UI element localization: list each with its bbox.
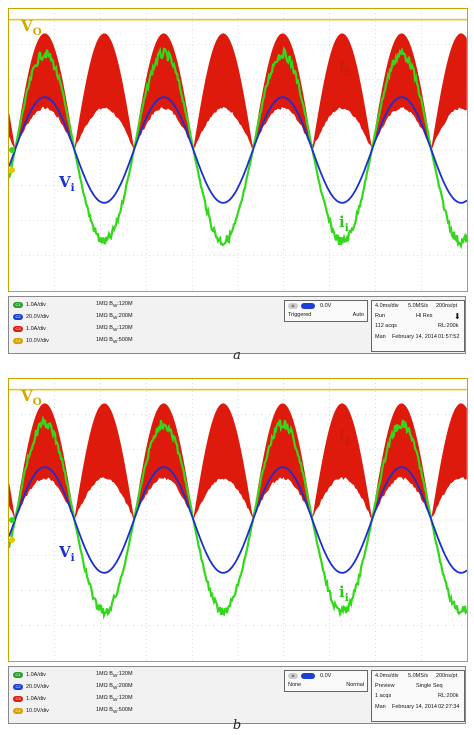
channel-badge: C1	[13, 301, 23, 308]
acq-mode: Hi Res	[416, 313, 433, 319]
label-vi-a: Vi	[59, 173, 75, 194]
time: 01:57:52	[438, 334, 460, 340]
trigger-mode: Normal	[346, 682, 364, 688]
acquisition-box-a[interactable]: 4.0ms/div 5.0MS/s 200ns/pt Run Hi Res ⬇ …	[371, 300, 465, 352]
channel-badge: C1	[13, 671, 23, 678]
timebase: 4.0ms/div	[375, 673, 399, 679]
time-per-point: 200ns/pt	[436, 303, 458, 309]
status-bar-a: C1 1.0A/div 1MΩ BW:120M C2 20.0V/div 1MΩ BW:2…	[8, 296, 466, 354]
sample-rate: 5.0MS/s	[408, 303, 429, 309]
trigger-level: 0.0V	[320, 673, 332, 679]
ground-marker-icon	[9, 517, 15, 523]
date: February 14, 2014	[392, 334, 437, 340]
channel-badge: C4	[13, 337, 23, 344]
label-vo-b: VO	[21, 387, 42, 408]
channel-scale: 10.0V/div	[26, 337, 49, 344]
trigger-channel-icon	[301, 303, 315, 309]
channel-impedance: 1MΩ BW:500M	[96, 707, 133, 715]
sample-rate: 5.0MS/s	[408, 673, 429, 679]
channel-row-c2[interactable]: C2 20.0V/div 1MΩ BW:200M	[13, 683, 156, 690]
time: 02:27:34	[438, 704, 460, 710]
scope-screen-a: VO iL Vi ii	[8, 8, 468, 292]
channel-badge: C4	[13, 707, 23, 714]
waveform-plot-b	[9, 379, 467, 661]
caption-a: a	[233, 348, 241, 363]
channel-scale: 10.0V/div	[26, 707, 49, 714]
acq-count: 1 acqs	[375, 693, 392, 699]
channel-row-c1[interactable]: C1 1.0A/div 1MΩ BW:120M	[13, 671, 156, 678]
trigger-source: Man	[375, 334, 386, 340]
label-ii-a: ii	[339, 213, 349, 234]
channel-scale: 20.0V/div	[26, 683, 49, 690]
trigger-state: Triggered	[288, 312, 312, 318]
ground-marker-icon	[9, 537, 15, 543]
caption-b: b	[232, 718, 242, 733]
channel-impedance: 1MΩ BW:500M	[96, 337, 133, 345]
record-length: RL:200k	[438, 323, 459, 329]
acq-mode: Single Seq	[416, 683, 443, 689]
waveform-plot-a	[9, 9, 467, 291]
channel-scale: 1.0A/div	[26, 325, 46, 332]
record-length: RL:200k	[438, 693, 459, 699]
channel-impedance: 1MΩ BW:120M	[96, 301, 133, 309]
channel-impedance: 1MΩ BW:120M	[96, 325, 133, 333]
channel-scale: 1.0A/div	[26, 671, 46, 678]
trigger-channel-icon	[301, 673, 315, 679]
series-vi-line	[9, 96, 467, 204]
channel-row-c3[interactable]: C3 1.0A/div 1MΩ BW:120M	[13, 695, 156, 702]
time-per-point: 200ns/pt	[436, 673, 458, 679]
channel-impedance: 1MΩ BW:120M	[96, 695, 133, 703]
series-ii-line	[9, 46, 467, 250]
run-status: Run	[375, 313, 386, 319]
run-status: Preview	[375, 683, 395, 689]
trigger-box-b[interactable]: A 0.0V None Normal	[284, 670, 368, 692]
trigger-badge: A	[288, 673, 298, 679]
timebase: 4.0ms/div	[375, 303, 399, 309]
channel-row-c1[interactable]: C1 1.0A/div 1MΩ BW:120M	[13, 301, 156, 308]
status-bar-b: C1 1.0A/div 1MΩ BW:120M C2 20.0V/div 1MΩ BW:2…	[8, 666, 466, 724]
channel-scale: 1.0A/div	[26, 695, 46, 702]
series-il-band	[9, 403, 467, 521]
channel-badge: C3	[13, 695, 23, 702]
label-il-b: iL	[339, 427, 353, 448]
trigger-badge: A	[288, 303, 298, 309]
label-vo-a: VO	[21, 17, 42, 38]
channel-badge: C2	[13, 683, 23, 690]
acquisition-box-b[interactable]: 4.0ms/div 5.0MS/s 200ns/pt Preview Singl…	[371, 670, 465, 722]
trigger-source: Man	[375, 704, 386, 710]
ground-marker-icon	[9, 167, 15, 173]
channel-impedance: 1MΩ BW:120M	[96, 671, 133, 679]
channel-row-c4[interactable]: C4 10.0V/div 1MΩ BW:500M	[13, 707, 156, 714]
arrow-down-icon: ⬇	[454, 312, 461, 321]
ground-marker-icon	[9, 147, 15, 153]
label-ii-b: ii	[339, 583, 349, 604]
series-il-band	[9, 33, 467, 151]
channel-row-c2[interactable]: C2 20.0V/div 1MΩ BW:200M	[13, 313, 156, 320]
label-il-a: iL	[339, 57, 353, 78]
series-ii-line	[9, 415, 467, 620]
trigger-state: None	[288, 682, 302, 688]
channel-scale: 20.0V/div	[26, 313, 49, 320]
date: February 14, 2014	[392, 704, 437, 710]
acq-count: 112 acqs	[375, 323, 397, 329]
channel-badge: C2	[13, 313, 23, 320]
scope-screen-b: VO iL Vi ii	[8, 378, 468, 662]
trigger-level: 0.0V	[320, 303, 332, 309]
channel-row-c3[interactable]: C3 1.0A/div 1MΩ BW:120M	[13, 325, 156, 332]
trigger-mode: Auto	[352, 312, 364, 318]
channel-badge: C3	[13, 325, 23, 332]
channel-row-c4[interactable]: C4 10.0V/div 1MΩ BW:500M	[13, 337, 156, 344]
channel-scale: 1.0A/div	[26, 301, 46, 308]
channel-impedance: 1MΩ BW:200M	[96, 313, 133, 321]
series-vi-line	[9, 466, 467, 574]
trigger-box-a[interactable]: A 0.0V Triggered Auto	[284, 300, 368, 322]
channel-impedance: 1MΩ BW:200M	[96, 683, 133, 691]
label-vi-b: Vi	[59, 543, 75, 564]
